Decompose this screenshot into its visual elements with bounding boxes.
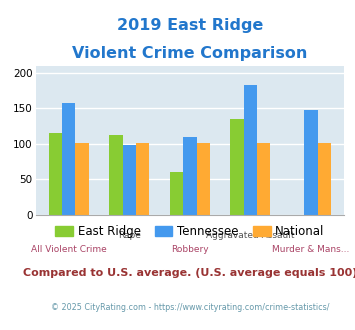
Bar	[230, 119, 244, 214]
Bar	[123, 145, 136, 214]
Text: Murder & Mans...: Murder & Mans...	[272, 245, 350, 254]
Text: © 2025 CityRating.com - https://www.cityrating.com/crime-statistics/: © 2025 CityRating.com - https://www.city…	[51, 303, 329, 312]
Legend: East Ridge, Tennessee, National: East Ridge, Tennessee, National	[50, 220, 329, 243]
Bar	[257, 143, 271, 214]
Text: Violent Crime Comparison: Violent Crime Comparison	[72, 46, 308, 61]
Bar	[76, 143, 89, 214]
Text: Robbery: Robbery	[171, 245, 209, 254]
Text: Rape: Rape	[118, 231, 141, 240]
Bar	[244, 85, 257, 214]
Text: All Violent Crime: All Violent Crime	[31, 245, 107, 254]
Bar	[136, 143, 149, 214]
Bar	[49, 133, 62, 214]
Text: Compared to U.S. average. (U.S. average equals 100): Compared to U.S. average. (U.S. average …	[23, 268, 355, 278]
Bar	[170, 172, 183, 214]
Bar	[318, 143, 331, 214]
Bar	[109, 135, 123, 214]
Bar	[183, 137, 197, 214]
Text: 2019 East Ridge: 2019 East Ridge	[117, 18, 263, 33]
Bar	[197, 143, 210, 214]
Text: Aggravated Assault: Aggravated Assault	[206, 231, 295, 240]
Bar	[62, 103, 76, 214]
Bar	[304, 111, 318, 214]
